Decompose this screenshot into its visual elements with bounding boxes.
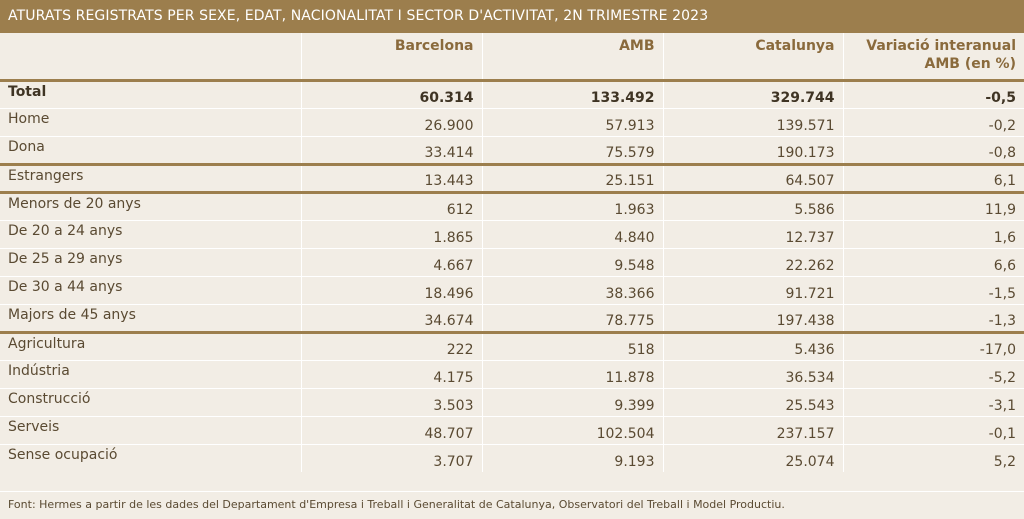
cell-variation: -3,1 bbox=[843, 387, 1024, 416]
row-label: Majors de 45 anys bbox=[0, 303, 302, 332]
cell-amb: 1.963 bbox=[482, 190, 664, 220]
cell-catalunya: 139.571 bbox=[663, 107, 844, 136]
cell-amb: 38.366 bbox=[482, 275, 664, 304]
row-label: Indústria bbox=[0, 359, 302, 388]
header-blank bbox=[0, 33, 302, 80]
cell-catalunya: 25.074 bbox=[663, 443, 844, 472]
cell-variation: -0,1 bbox=[843, 415, 1024, 444]
cell-variation: -0,8 bbox=[843, 135, 1024, 164]
row-label: Home bbox=[0, 107, 302, 136]
cell-amb: 57.913 bbox=[482, 107, 664, 136]
table-row: Agricultura 222 518 5.436 -17,0 bbox=[0, 330, 1024, 360]
cell-amb: 102.504 bbox=[482, 415, 664, 444]
cell-amb: 4.840 bbox=[482, 219, 664, 248]
table-row: De 25 a 29 anys 4.667 9.548 22.262 6,6 bbox=[0, 247, 1024, 276]
table-row: Menors de 20 anys 612 1.963 5.586 11,9 bbox=[0, 190, 1024, 220]
cell-variation: -5,2 bbox=[843, 359, 1024, 388]
table-row: Majors de 45 anys 34.674 78.775 197.438 -1,3 bbox=[0, 303, 1024, 332]
table-title: ATURATS REGISTRATS PER SEXE, EDAT, NACIO… bbox=[0, 0, 1024, 33]
row-label: Dona bbox=[0, 135, 302, 164]
unemployment-table: Barcelona AMB Catalunya Variació interan… bbox=[0, 33, 1024, 472]
cell-catalunya: 64.507 bbox=[663, 162, 844, 192]
cell-variation: -17,0 bbox=[843, 330, 1024, 360]
cell-catalunya: 190.173 bbox=[663, 135, 844, 164]
cell-variation: 6,1 bbox=[843, 162, 1024, 192]
row-label: Estrangers bbox=[0, 162, 302, 192]
cell-catalunya: 5.586 bbox=[663, 190, 844, 220]
footnote: Font: Hermes a partir de les dades del D… bbox=[0, 491, 1024, 519]
cell-amb: 133.492 bbox=[482, 78, 664, 108]
cell-catalunya: 91.721 bbox=[663, 275, 844, 304]
header-barcelona: Barcelona bbox=[301, 33, 483, 80]
cell-catalunya: 36.534 bbox=[663, 359, 844, 388]
row-label: Menors de 20 anys bbox=[0, 190, 302, 220]
cell-amb: 518 bbox=[482, 330, 664, 360]
cell-variation: 5,2 bbox=[843, 443, 1024, 472]
row-label: De 20 a 24 anys bbox=[0, 219, 302, 248]
cell-barcelona: 33.414 bbox=[301, 135, 483, 164]
cell-barcelona: 34.674 bbox=[301, 303, 483, 332]
table-body: Total 60.314 133.492 329.744 -0,5 Home 26.900 5… bbox=[0, 78, 1024, 472]
cell-amb: 9.548 bbox=[482, 247, 664, 276]
cell-variation: 1,6 bbox=[843, 219, 1024, 248]
table-row: Home 26.900 57.913 139.571 -0,2 bbox=[0, 107, 1024, 136]
cell-amb: 9.399 bbox=[482, 387, 664, 416]
table-row: De 20 a 24 anys 1.865 4.840 12.737 1,6 bbox=[0, 219, 1024, 248]
cell-catalunya: 237.157 bbox=[663, 415, 844, 444]
cell-barcelona: 4.175 bbox=[301, 359, 483, 388]
cell-barcelona: 60.314 bbox=[301, 78, 483, 108]
table-row: Sense ocupació 3.707 9.193 25.074 5,2 bbox=[0, 443, 1024, 472]
table-row: Estrangers 13.443 25.151 64.507 6,1 bbox=[0, 162, 1024, 192]
cell-barcelona: 222 bbox=[301, 330, 483, 360]
cell-catalunya: 5.436 bbox=[663, 330, 844, 360]
row-label: Sense ocupació bbox=[0, 443, 302, 472]
cell-barcelona: 3.707 bbox=[301, 443, 483, 472]
cell-amb: 25.151 bbox=[482, 162, 664, 192]
cell-variation: -1,5 bbox=[843, 275, 1024, 304]
cell-catalunya: 12.737 bbox=[663, 219, 844, 248]
cell-amb: 78.775 bbox=[482, 303, 664, 332]
cell-catalunya: 25.543 bbox=[663, 387, 844, 416]
cell-amb: 75.579 bbox=[482, 135, 664, 164]
cell-barcelona: 18.496 bbox=[301, 275, 483, 304]
cell-amb: 9.193 bbox=[482, 443, 664, 472]
table-row: Total 60.314 133.492 329.744 -0,5 bbox=[0, 78, 1024, 108]
cell-barcelona: 48.707 bbox=[301, 415, 483, 444]
cell-barcelona: 26.900 bbox=[301, 107, 483, 136]
table-row: Construcció 3.503 9.399 25.543 -3,1 bbox=[0, 387, 1024, 416]
table-row: Dona 33.414 75.579 190.173 -0,8 bbox=[0, 135, 1024, 164]
row-label: Construcció bbox=[0, 387, 302, 416]
cell-variation: -0,2 bbox=[843, 107, 1024, 136]
row-label: Total bbox=[0, 78, 302, 108]
cell-amb: 11.878 bbox=[482, 359, 664, 388]
header-row: Barcelona AMB Catalunya Variació interan… bbox=[0, 33, 1024, 80]
cell-catalunya: 329.744 bbox=[663, 78, 844, 108]
cell-barcelona: 612 bbox=[301, 190, 483, 220]
cell-variation: -0,5 bbox=[843, 78, 1024, 108]
table-row: Serveis 48.707 102.504 237.157 -0,1 bbox=[0, 415, 1024, 444]
row-label: Serveis bbox=[0, 415, 302, 444]
table-row: Indústria 4.175 11.878 36.534 -5,2 bbox=[0, 359, 1024, 388]
header-variation: Variació interanual AMB (en %) bbox=[866, 38, 1016, 72]
row-label: De 25 a 29 anys bbox=[0, 247, 302, 276]
cell-catalunya: 22.262 bbox=[663, 247, 844, 276]
cell-barcelona: 3.503 bbox=[301, 387, 483, 416]
cell-barcelona: 4.667 bbox=[301, 247, 483, 276]
cell-catalunya: 197.438 bbox=[663, 303, 844, 332]
header-amb: AMB bbox=[482, 33, 664, 80]
cell-variation: 11,9 bbox=[843, 190, 1024, 220]
cell-barcelona: 1.865 bbox=[301, 219, 483, 248]
cell-barcelona: 13.443 bbox=[301, 162, 483, 192]
row-label: De 30 a 44 anys bbox=[0, 275, 302, 304]
row-label: Agricultura bbox=[0, 330, 302, 360]
header-catalunya: Catalunya bbox=[663, 33, 844, 80]
cell-variation: 6,6 bbox=[843, 247, 1024, 276]
table-row: De 30 a 44 anys 18.496 38.366 91.721 -1,5 bbox=[0, 275, 1024, 304]
cell-variation: -1,3 bbox=[843, 303, 1024, 332]
